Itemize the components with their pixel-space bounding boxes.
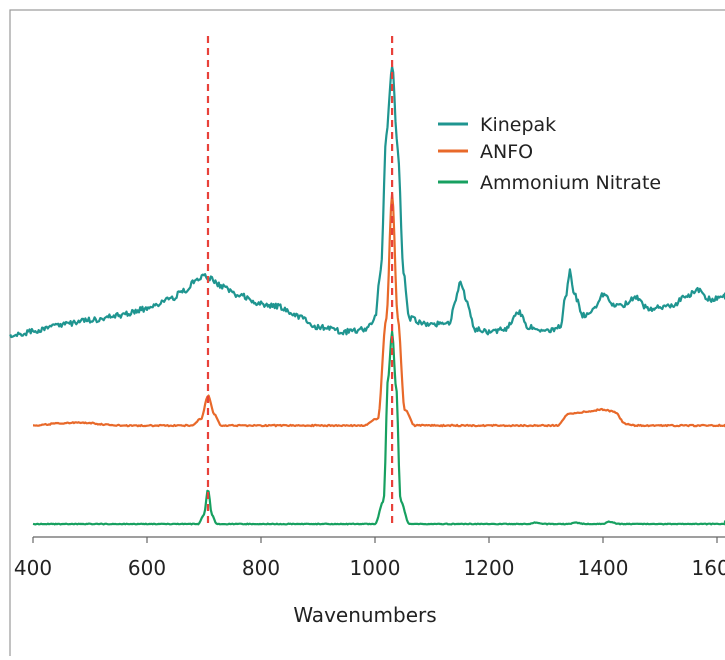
x-tick-label: 400: [14, 556, 52, 580]
x-tick-label: 800: [242, 556, 280, 580]
legend: Kinepak ANFO Ammonium Nitrate: [438, 114, 661, 194]
legend-label: ANFO: [480, 141, 533, 163]
series-line-anfo: [33, 192, 725, 428]
chart-border: [9, 9, 725, 660]
x-axis-label: Wavenumbers: [293, 603, 436, 627]
x-tick-label: 600: [128, 556, 166, 580]
x-tick-label: 1400: [578, 556, 629, 580]
x-tick-label: 1000: [350, 556, 401, 580]
x-tick-label: 1600: [692, 556, 725, 580]
legend-label: Kinepak: [480, 114, 556, 136]
series-line-ammonium-nitrate: [32, 330, 725, 526]
series-line-kinepak: [9, 65, 725, 339]
x-tick-label: 1200: [464, 556, 515, 580]
legend-label: Ammonium Nitrate: [480, 172, 661, 194]
